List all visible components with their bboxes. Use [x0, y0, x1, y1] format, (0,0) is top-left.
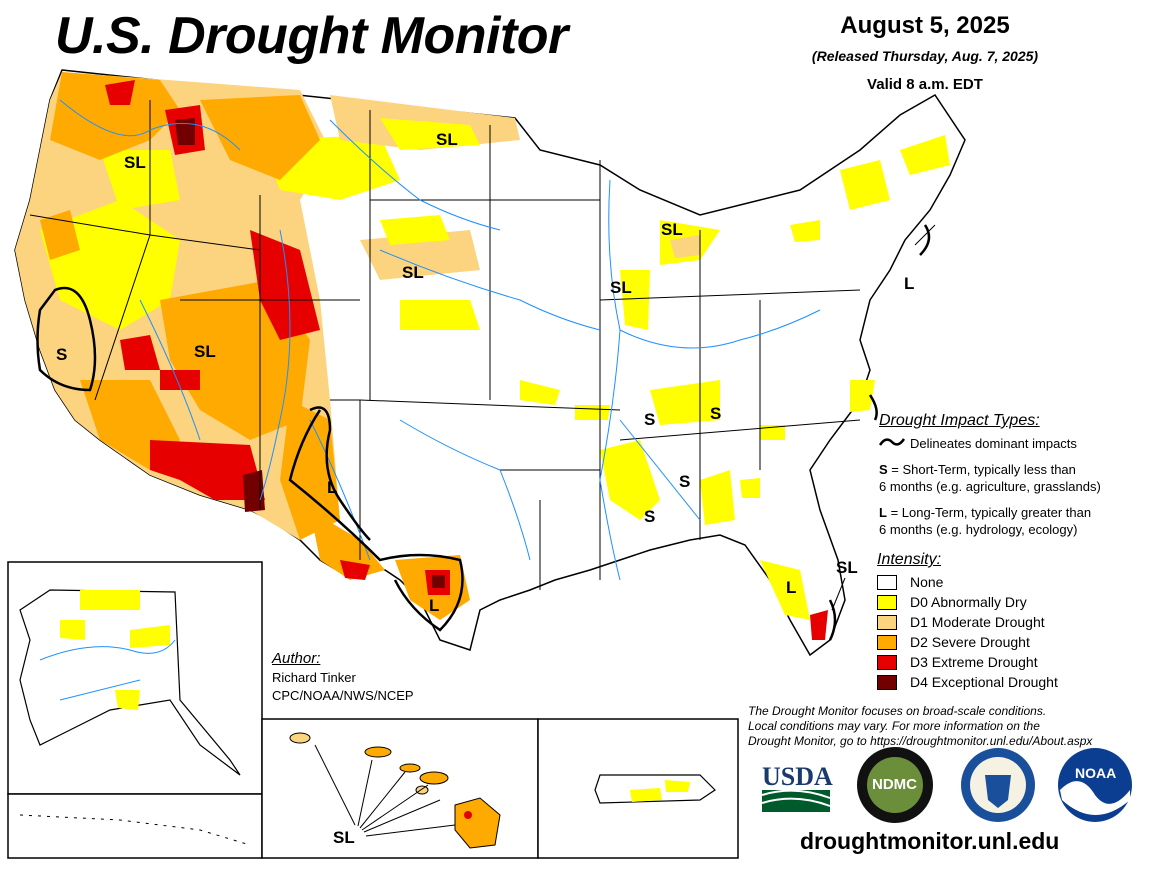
- usda-logo-text: USDA: [762, 762, 833, 791]
- page-title: U.S. Drought Monitor: [55, 7, 568, 65]
- ndmc-logo-text: NDMC: [872, 776, 917, 793]
- author-org: CPC/NOAA/NWS/NCEP: [272, 688, 414, 703]
- label-l-tx: L: [429, 596, 440, 615]
- commerce-seal: [961, 748, 1035, 822]
- noaa-logo-text: NOAA: [1075, 765, 1117, 781]
- legend-label-none: None: [910, 574, 944, 590]
- swatch-d3: [877, 654, 897, 670]
- impact-delineation: [36, 224, 931, 641]
- legend-label-d0: D0 Abnormally Dry: [910, 594, 1027, 610]
- legend-label-d4: D4 Exceptional Drought: [910, 674, 1058, 690]
- delineates-label: Delineates dominant impacts: [910, 436, 1077, 451]
- label-s-al: S: [679, 472, 691, 491]
- ndmc-logo: [857, 747, 933, 823]
- label-s-ms: S: [644, 507, 656, 526]
- label-sl-il: SL: [610, 278, 632, 297]
- long-term-text-1: = Long-Term, typically greater than: [886, 505, 1092, 520]
- legend-row-d3: D3 Extreme Drought: [877, 654, 1038, 670]
- swatch-d0: [877, 594, 897, 610]
- legend-label-d1: D1 Moderate Drought: [910, 614, 1045, 630]
- swatch-d4: [877, 674, 897, 690]
- swatch-d1: [877, 614, 897, 630]
- note-line-3[interactable]: Drought Monitor, go to https://droughtmo…: [748, 734, 1093, 748]
- legend-label-d3: D3 Extreme Drought: [910, 654, 1038, 670]
- label-sl-pnw: SL: [124, 153, 146, 172]
- note-line-1: The Drought Monitor focuses on broad-sca…: [748, 704, 1047, 718]
- rivers: [59, 99, 821, 581]
- label-sl-mi: SL: [661, 220, 683, 239]
- noaa-logo: [1058, 748, 1132, 822]
- label-s-ca: S: [56, 345, 68, 364]
- label-l-ne: L: [904, 274, 915, 293]
- map-date: August 5, 2025: [840, 12, 1010, 39]
- long-term-text-2: 6 months (e.g. hydrology, ecology): [879, 522, 1078, 537]
- label-l-fl: L: [786, 578, 797, 597]
- legend-row-d1: D1 Moderate Drought: [877, 614, 1045, 630]
- legend-label-d2: D2 Severe Drought: [910, 634, 1030, 650]
- website-link[interactable]: droughtmonitor.unl.edu: [800, 828, 1060, 854]
- release-date: (Released Thursday, Aug. 7, 2025): [811, 48, 1039, 64]
- legend-row-d4: D4 Exceptional Drought: [877, 674, 1058, 690]
- legend-row-none: None: [877, 574, 943, 590]
- disclaimer-note: The Drought Monitor focuses on broad-sca…: [748, 704, 1143, 749]
- swatch-d2: [877, 634, 897, 650]
- label-sl-hi: SL: [333, 828, 355, 847]
- label-sl-ut: SL: [194, 342, 216, 361]
- label-sl-mt: SL: [436, 130, 458, 149]
- usda-logo: [761, 789, 831, 812]
- label-s-tn: S: [710, 404, 722, 423]
- label-l-nm: L: [327, 478, 338, 497]
- note-line-2: Local conditions may vary. For more info…: [748, 719, 1040, 733]
- author-label: Author:: [272, 650, 321, 667]
- author-name: Richard Tinker: [272, 670, 356, 685]
- label-sl-fl: SL: [836, 558, 858, 577]
- short-term-key: S: [879, 462, 888, 477]
- legend-row-d2: D2 Severe Drought: [877, 634, 1030, 650]
- aleutian-inset: [7, 793, 263, 859]
- long-term-key: L: [879, 505, 887, 520]
- intensity-title: Intensity:: [877, 551, 942, 568]
- swatch-none: [877, 574, 897, 590]
- short-term-text-2: 6 months (e.g. agriculture, grasslands): [879, 479, 1101, 494]
- label-s-ky: S: [644, 410, 656, 429]
- valid-time: Valid 8 a.m. EDT: [867, 76, 983, 93]
- legend-row-d0: D0 Abnormally Dry: [877, 594, 1027, 610]
- long-term-line-1: L = Long-Term, typically greater than: [879, 505, 1091, 521]
- label-sl-sd: SL: [402, 263, 424, 282]
- impact-line-sample: [878, 438, 906, 446]
- short-term-line-1: S = Short-Term, typically less than: [879, 462, 1076, 478]
- impact-types-title: Drought Impact Types:: [879, 412, 1040, 429]
- short-term-text-1: = Short-Term, typically less than: [887, 462, 1076, 477]
